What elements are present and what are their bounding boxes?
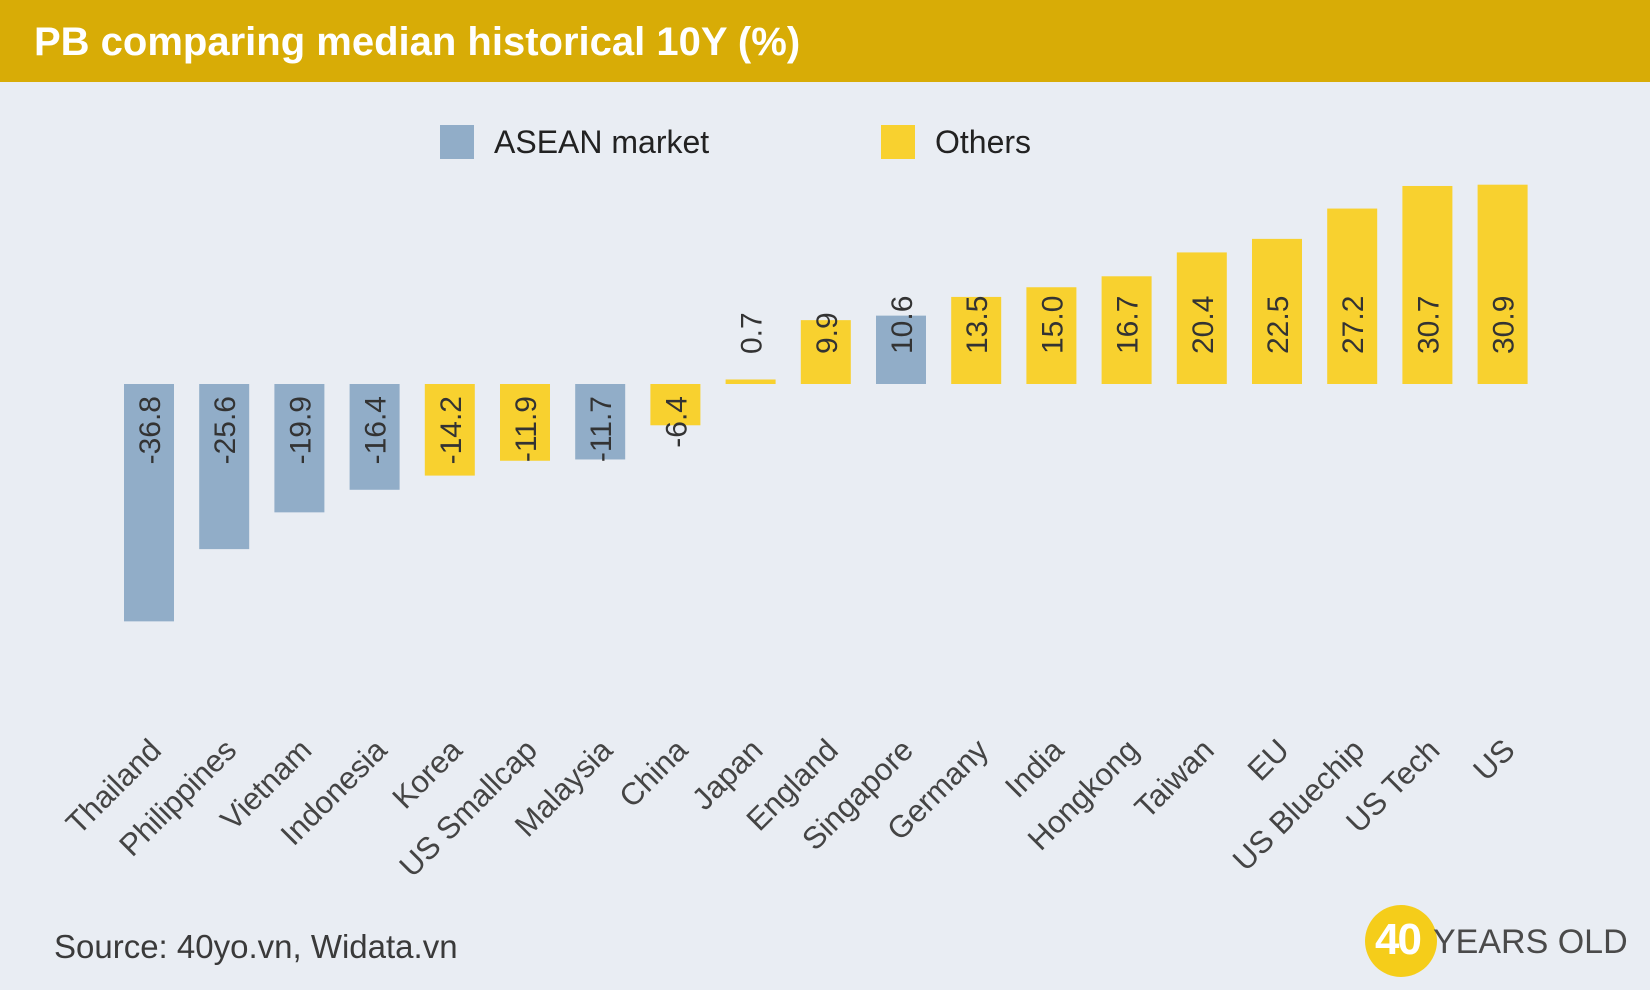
category-label-eu: EU <box>1241 732 1296 787</box>
bar-us-tech <box>1402 185 1453 384</box>
value-label-india: 15.0 <box>1036 296 1069 354</box>
value-label-thailand: -36.8 <box>134 396 167 464</box>
title-bar: PB comparing median historical 10Y (%) <box>0 0 1650 82</box>
value-label-taiwan: 20.4 <box>1187 296 1220 354</box>
legend-label-others: Others <box>935 123 1032 160</box>
value-label-philippines: -25.6 <box>209 396 242 464</box>
legend-item-asean: ASEAN market <box>440 122 709 162</box>
bar-us <box>1477 184 1528 384</box>
bar-china <box>650 384 701 426</box>
bar-us-bluechip <box>1327 208 1378 384</box>
bar-japan <box>725 379 776 384</box>
category-label-china: China <box>612 732 695 815</box>
bar-germany <box>951 296 1002 384</box>
value-label-singapore: 10.6 <box>886 296 919 354</box>
value-label-indonesia: -16.4 <box>360 396 393 464</box>
legend-item-others: Others <box>881 122 1031 162</box>
value-label-malaysia: -11.7 <box>585 396 618 462</box>
bar-eu <box>1252 238 1302 384</box>
bar-us-smallcap <box>500 384 550 461</box>
value-label-us-tech: 30.7 <box>1412 296 1445 354</box>
bar-philippines <box>199 384 250 550</box>
category-label-us: US <box>1466 732 1521 787</box>
category-label-taiwan: Taiwan <box>1128 732 1221 825</box>
brand-logo: 40 YEARS OLD <box>1365 905 1628 977</box>
bar-taiwan <box>1176 252 1227 384</box>
bar-vietnam <box>274 384 325 513</box>
bar-indonesia <box>349 384 400 490</box>
value-label-korea: -14.2 <box>435 396 468 464</box>
bar-korea <box>424 384 475 476</box>
brand-circle <box>1365 905 1437 977</box>
value-label-us-smallcap: -11.9 <box>510 396 543 462</box>
bar-england <box>800 320 851 384</box>
bar-india <box>1026 287 1077 384</box>
brand-text: YEARS OLD <box>1433 923 1628 961</box>
value-label-vietnam: -19.9 <box>284 396 317 464</box>
legend-swatch-others <box>881 125 915 159</box>
value-label-england: 9.9 <box>811 312 844 354</box>
bar-singapore <box>876 315 926 384</box>
value-label-us-bluechip: 27.2 <box>1337 296 1370 354</box>
bar-malaysia <box>575 384 626 460</box>
value-label-germany: 13.5 <box>961 296 994 354</box>
legend-swatch-asean <box>440 125 474 159</box>
value-label-eu: 22.5 <box>1262 296 1295 354</box>
value-label-hongkong: 16.7 <box>1112 296 1145 354</box>
legend-label-asean: ASEAN market <box>494 123 710 160</box>
bar-hongkong <box>1101 276 1152 384</box>
value-label-china: -6.4 <box>660 396 693 448</box>
value-label-us: 30.9 <box>1488 296 1521 354</box>
chart-title: PB comparing median historical 10Y (%) <box>34 20 801 64</box>
brand-number: 40 <box>1375 915 1422 964</box>
source-note: Source: 40yo.vn, Widata.vn <box>54 928 458 965</box>
value-label-japan: 0.7 <box>736 312 769 354</box>
bar-thailand <box>124 384 174 622</box>
